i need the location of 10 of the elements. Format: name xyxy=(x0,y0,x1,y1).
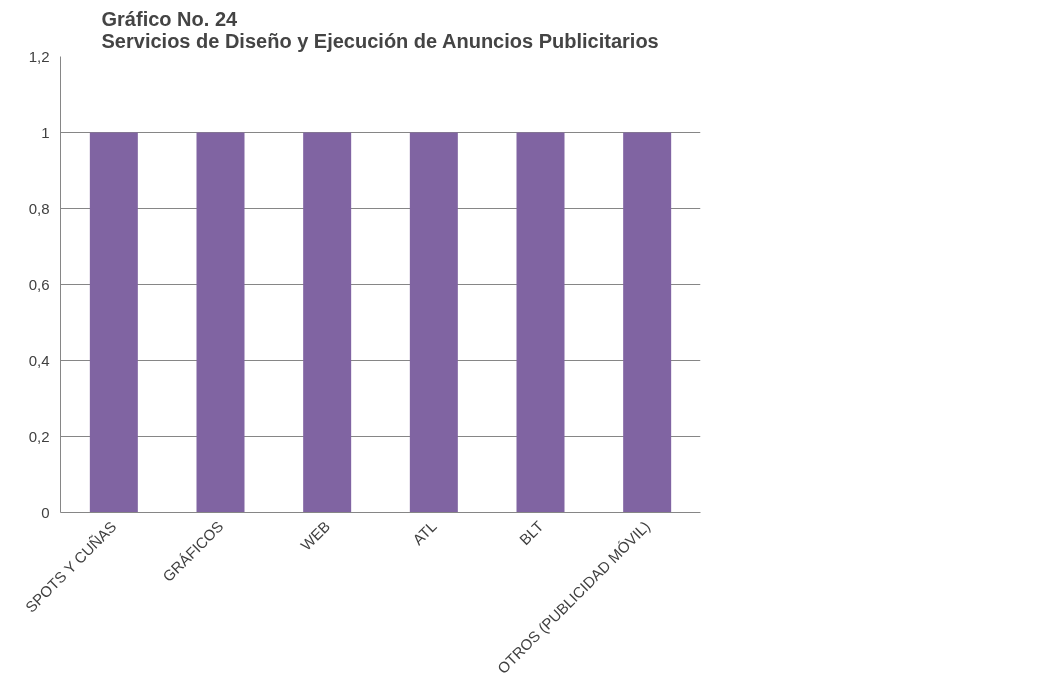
x-tick-label: BLT xyxy=(515,517,547,549)
y-tick-label: 0,2 xyxy=(28,427,50,445)
y-tick-label: 0,4 xyxy=(28,351,50,369)
y-tick-label: 0,6 xyxy=(28,275,50,293)
chart-title: Gráfico No. 24 Servicios de Diseño y Ejecución de Anuncios Publicitarios xyxy=(101,7,659,52)
x-tick-label: ATL xyxy=(409,517,440,549)
y-tick-label: 1 xyxy=(41,123,50,141)
y-tick-label: 0 xyxy=(41,503,50,521)
y-tick-label: 0,8 xyxy=(28,199,50,217)
y-tick-label: 1,2 xyxy=(28,47,50,65)
